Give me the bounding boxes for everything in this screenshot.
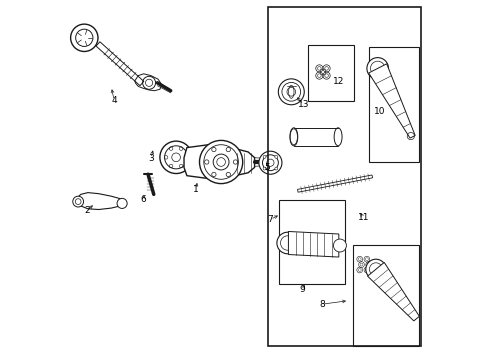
Circle shape (199, 140, 242, 184)
Text: 2: 2 (84, 206, 89, 215)
Text: 5: 5 (264, 163, 269, 172)
Bar (368, 47, 418, 162)
Circle shape (160, 141, 192, 174)
Text: 9: 9 (299, 285, 305, 294)
Circle shape (211, 172, 216, 177)
Circle shape (73, 196, 83, 207)
Circle shape (274, 167, 277, 170)
Circle shape (333, 239, 346, 252)
Circle shape (211, 147, 216, 152)
Circle shape (366, 58, 387, 79)
Text: 6: 6 (141, 195, 146, 204)
Circle shape (225, 172, 230, 177)
Text: 11: 11 (357, 213, 368, 222)
Circle shape (204, 160, 208, 164)
Circle shape (263, 167, 265, 170)
Polygon shape (367, 262, 419, 321)
Polygon shape (75, 193, 122, 210)
Bar (267, 7, 420, 346)
Circle shape (276, 232, 298, 254)
Circle shape (365, 259, 385, 279)
Circle shape (278, 79, 304, 105)
Text: 8: 8 (318, 300, 324, 309)
Text: 7: 7 (267, 215, 273, 224)
Circle shape (117, 198, 127, 208)
Polygon shape (288, 231, 338, 257)
Polygon shape (368, 64, 414, 138)
Circle shape (233, 160, 237, 164)
Text: 4: 4 (111, 96, 117, 105)
Bar (278, 200, 345, 284)
Circle shape (263, 156, 265, 158)
Text: 12: 12 (332, 77, 344, 85)
Polygon shape (183, 145, 254, 179)
Text: 1: 1 (193, 184, 198, 194)
Circle shape (258, 151, 282, 174)
Bar (307, 45, 354, 101)
Circle shape (225, 147, 230, 152)
Bar (352, 245, 418, 346)
Circle shape (274, 156, 277, 158)
Text: 3: 3 (148, 154, 153, 163)
Text: 10: 10 (373, 107, 385, 116)
Text: 13: 13 (297, 100, 308, 109)
